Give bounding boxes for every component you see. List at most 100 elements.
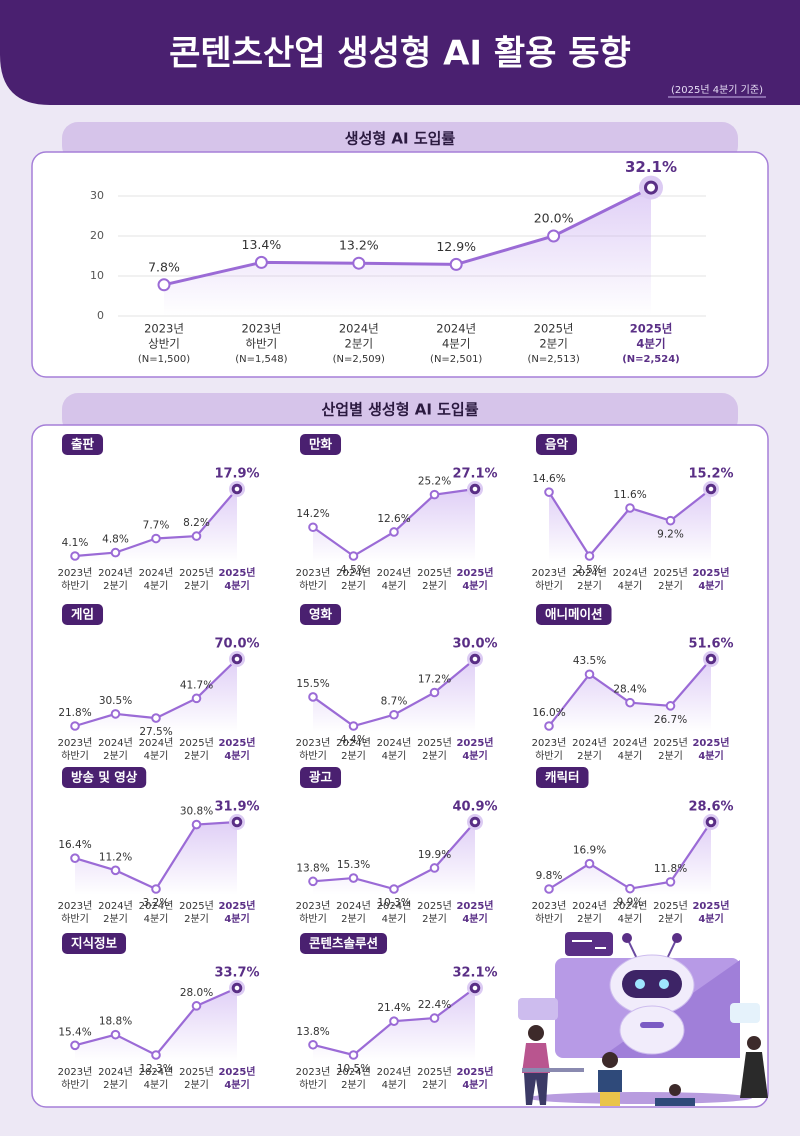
value-label: 21.4%	[377, 1002, 410, 1014]
x-tick-label: 4분기	[618, 580, 643, 592]
value-label: 10.5%	[337, 1063, 370, 1075]
person-body	[740, 1052, 768, 1098]
x-tick-label: 2025년	[218, 736, 255, 749]
x-tick-label: 2025년	[417, 737, 452, 749]
value-label: 28.0%	[180, 987, 213, 999]
point	[151, 884, 161, 894]
x-tick-label: 2025년	[630, 322, 673, 336]
line-area	[549, 489, 711, 562]
point	[544, 721, 554, 731]
value-label: 12.3%	[139, 1063, 172, 1075]
x-tick-label: 4분기	[382, 750, 407, 762]
value-label: 2.5%	[576, 564, 603, 576]
value-label: 51.6%	[688, 637, 733, 652]
x-tick-label: 2023년	[58, 900, 93, 912]
chat-bubble	[565, 932, 613, 956]
x-tick-label: 2025년	[456, 899, 493, 912]
robot-body	[619, 1005, 685, 1055]
x-tick-label: 하반기	[299, 749, 327, 762]
x-tick-label: 하반기	[299, 1078, 327, 1091]
value-label: 8.7%	[381, 696, 408, 708]
value-label: 32.1%	[625, 158, 677, 176]
point	[449, 257, 463, 271]
x-tick-label: (N=2,513)	[527, 354, 579, 365]
x-tick-label: 2024년	[377, 567, 412, 579]
x-tick-label: 2024년	[377, 1066, 412, 1078]
x-tick-label: (N=1,548)	[235, 354, 287, 365]
x-tick-label: 2분기	[103, 1079, 128, 1091]
x-tick-label: 2023년	[296, 1066, 331, 1078]
line-area	[75, 822, 237, 895]
x-tick-label: 2025년	[179, 900, 214, 912]
x-tick-label: 2023년	[532, 737, 567, 749]
x-tick-label: 4분기	[144, 750, 169, 762]
value-label: 70.0%	[214, 637, 259, 652]
point	[70, 853, 80, 863]
x-tick-label: 2분기	[345, 337, 373, 351]
chat-bubble	[730, 1003, 760, 1023]
x-tick-label: (N=2,509)	[333, 354, 385, 365]
point	[389, 884, 399, 894]
x-tick-label: 2025년	[218, 566, 255, 579]
antenna-tip	[622, 933, 632, 943]
x-tick-label: 2분기	[341, 750, 366, 762]
x-tick-label: 2023년	[532, 900, 567, 912]
chart-title: 애니메이션	[545, 607, 603, 622]
value-label: 30.5%	[99, 695, 132, 707]
x-tick-label: 2024년	[139, 737, 174, 749]
desk	[522, 1068, 584, 1072]
point	[389, 709, 399, 720]
value-label: 9.9%	[617, 897, 644, 909]
x-tick-label: 2025년	[653, 567, 688, 579]
x-tick-label: 4분기	[224, 579, 249, 592]
point	[191, 1001, 202, 1011]
value-label: 15.4%	[58, 1026, 91, 1038]
robot-eye	[635, 979, 645, 989]
point	[665, 515, 676, 526]
chart-title: 출판	[71, 437, 95, 452]
x-tick-label: (N=2,501)	[430, 354, 482, 365]
section-title: 생성형 AI 도입률	[345, 130, 456, 148]
x-tick-label: 2024년	[336, 1066, 371, 1078]
value-label: 25.2%	[418, 476, 451, 488]
value-label: 7.8%	[148, 259, 180, 274]
y-tick-label: 20	[90, 229, 104, 242]
x-tick-label: 4분기	[144, 1079, 169, 1091]
chart-tag	[536, 434, 578, 455]
x-tick-label: 2023년	[296, 567, 331, 579]
value-label: 13.8%	[296, 1026, 329, 1038]
x-tick-label: 2분기	[422, 1079, 447, 1091]
value-label: 16.4%	[58, 839, 91, 851]
x-tick-label: 2024년	[139, 567, 174, 579]
x-tick-label: 4분기	[224, 912, 249, 925]
point	[308, 522, 318, 533]
value-label: 22.4%	[418, 999, 451, 1011]
value-label: 43.5%	[573, 655, 606, 667]
x-tick-label: 2024년	[98, 900, 133, 912]
value-label: 33.7%	[214, 966, 259, 981]
x-tick-label: 4분기	[698, 579, 723, 592]
point	[70, 721, 80, 731]
x-tick-label: 2분기	[184, 913, 209, 925]
x-tick-label: 2분기	[422, 750, 447, 762]
x-tick-label: 4분기	[462, 912, 487, 925]
value-label: 28.4%	[613, 684, 646, 696]
point	[151, 1050, 161, 1060]
x-tick-label: 4분기	[462, 749, 487, 762]
x-tick-label: (N=1,500)	[138, 354, 190, 365]
x-tick-label: 하반기	[535, 749, 563, 762]
person-head	[747, 1036, 761, 1050]
point	[70, 551, 80, 561]
x-tick-label: 2025년	[653, 900, 688, 912]
x-tick-label: 2분기	[577, 580, 602, 592]
x-tick-label: 4분기	[144, 580, 169, 592]
x-tick-label: 2025년	[692, 899, 729, 912]
x-tick-label: 2분기	[103, 913, 128, 925]
x-tick-label: 2025년	[534, 322, 574, 336]
line-area	[75, 489, 237, 562]
x-tick-label: 2분기	[341, 580, 366, 592]
x-tick-label: 2025년	[417, 900, 452, 912]
y-tick-label: 0	[97, 309, 104, 322]
point	[665, 701, 676, 711]
